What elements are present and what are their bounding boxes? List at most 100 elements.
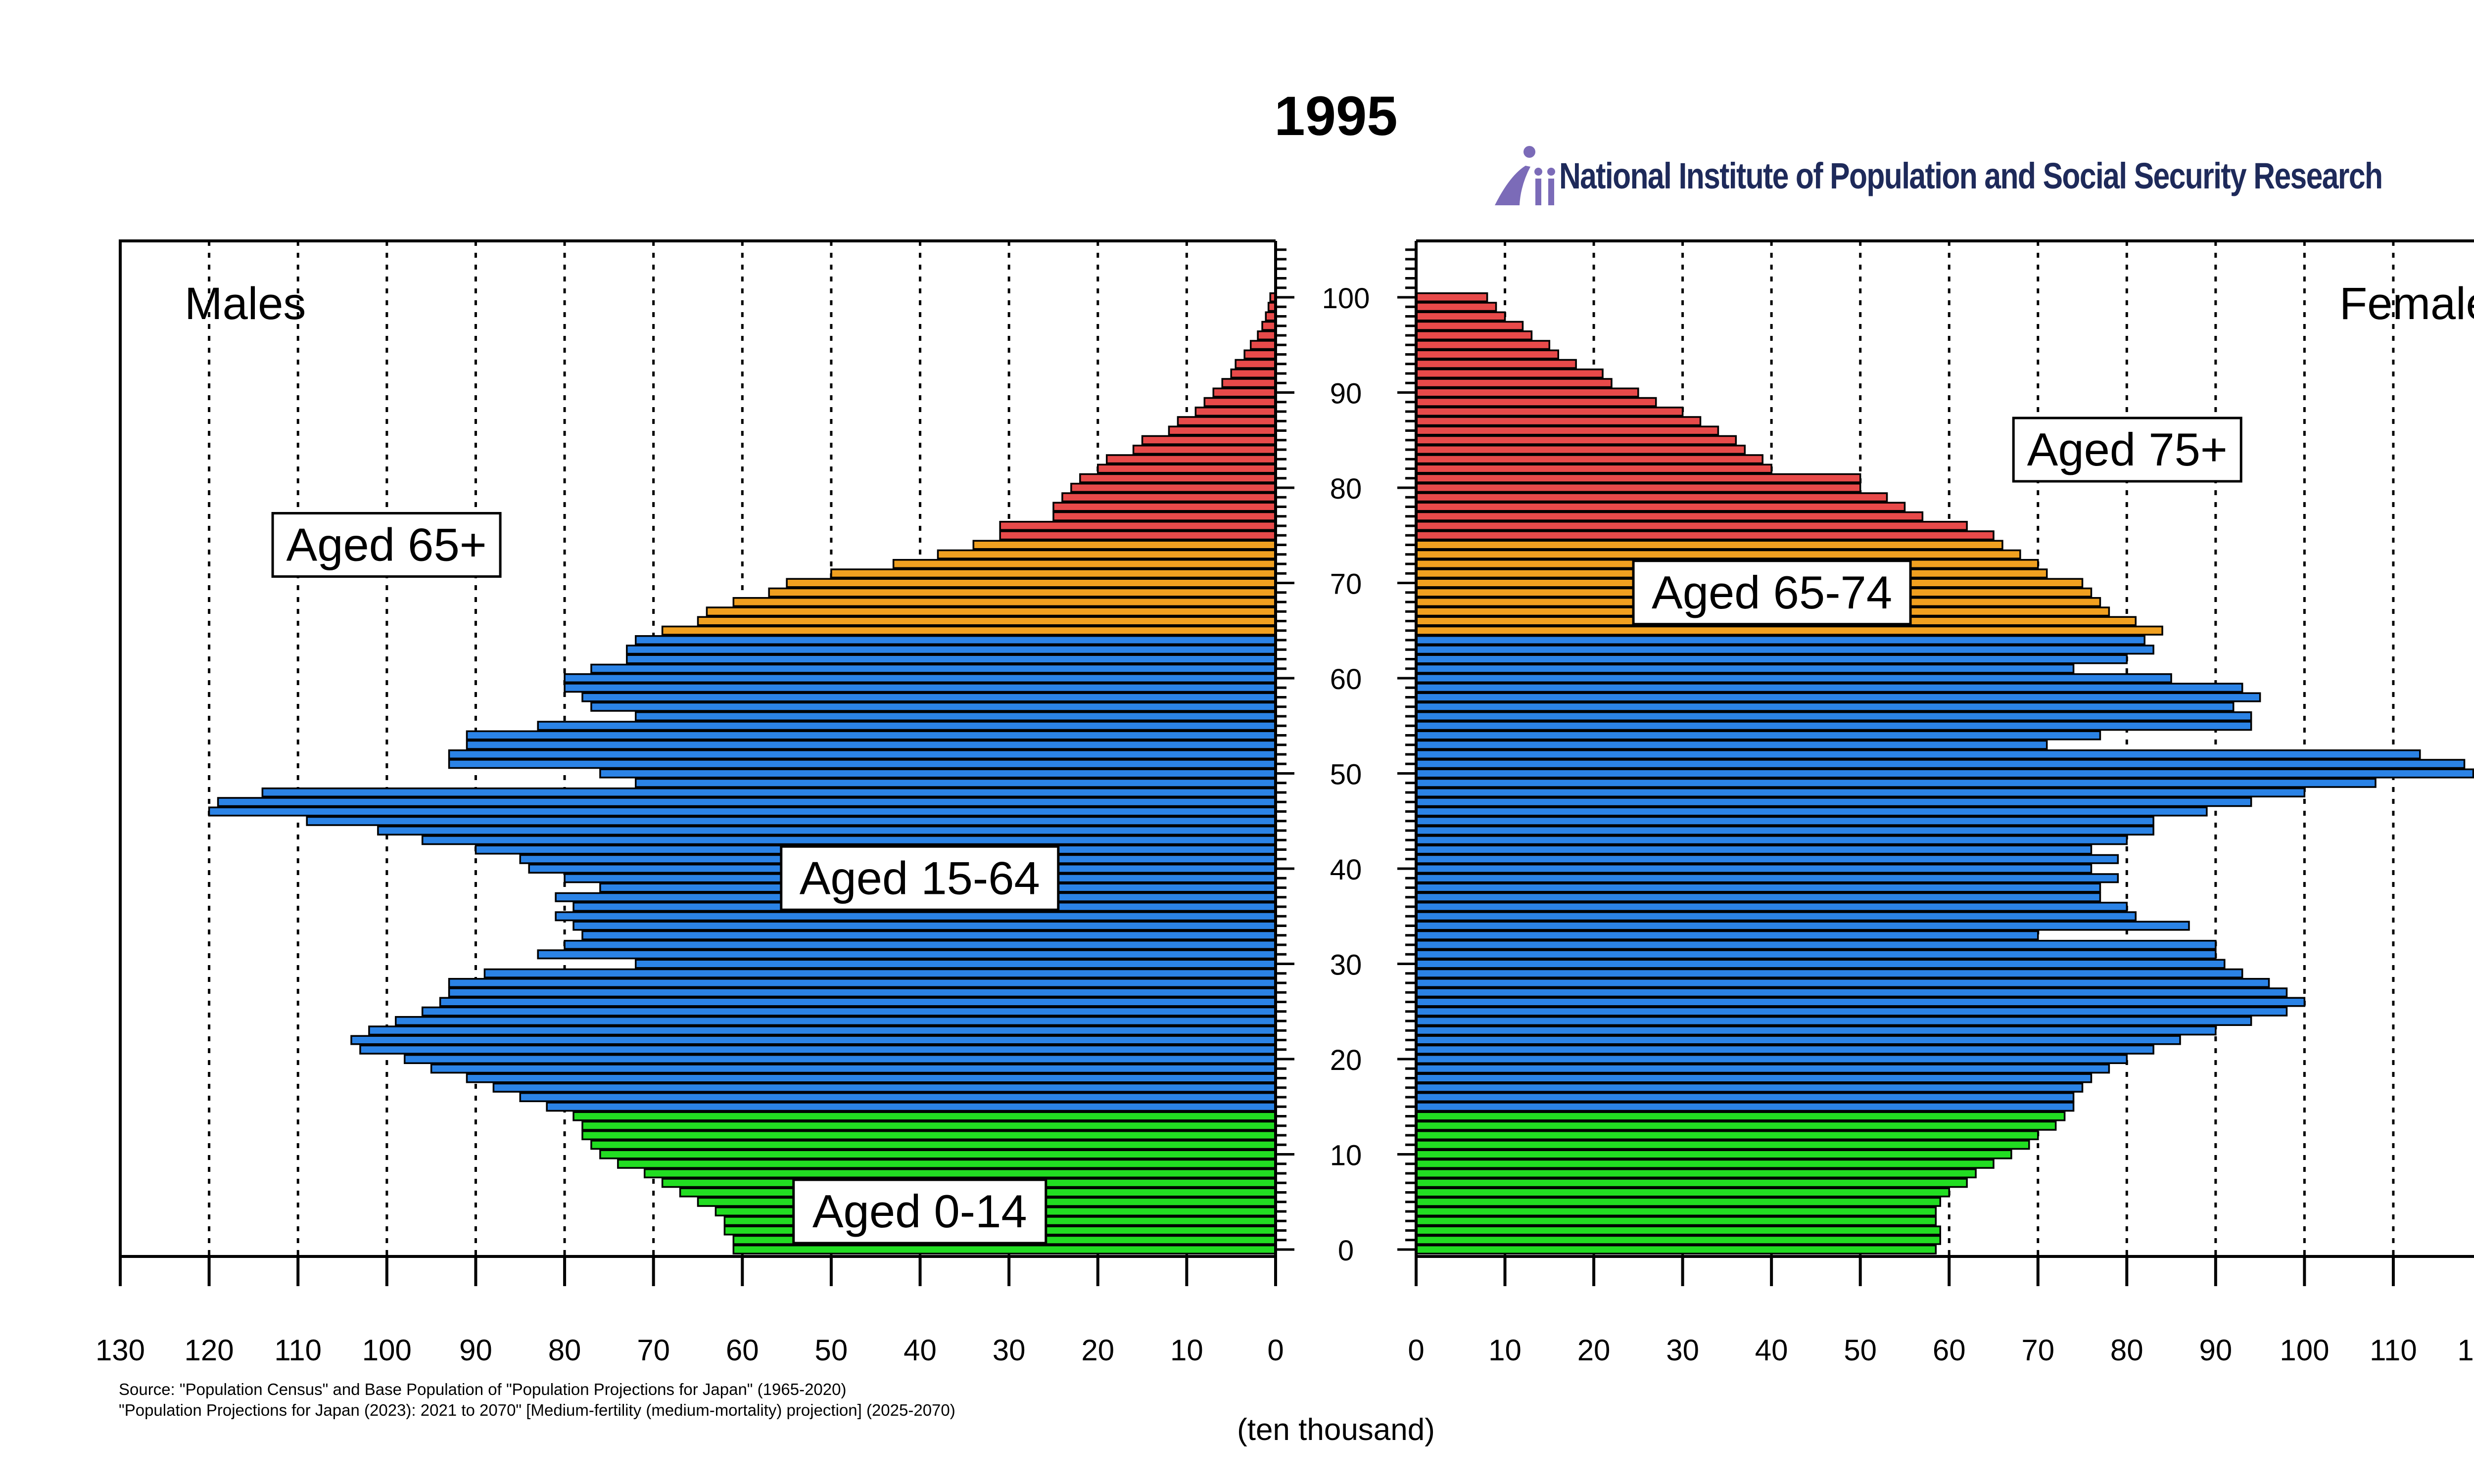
female-bar xyxy=(1415,1082,2084,1093)
female-bar xyxy=(1415,444,1746,455)
female-bar xyxy=(1415,1025,2217,1036)
male-bar xyxy=(1235,359,1277,369)
male-bar xyxy=(448,749,1277,760)
age-tick-label: 20 xyxy=(1330,1044,1362,1076)
male-bar xyxy=(892,558,1277,569)
male-bar xyxy=(1052,511,1277,521)
female-bar xyxy=(1415,1130,2039,1141)
male-bar xyxy=(1105,454,1277,464)
female-bar xyxy=(1415,520,1968,531)
male-bar xyxy=(466,1073,1277,1083)
male-bar xyxy=(368,1025,1277,1036)
female-bar xyxy=(1415,930,2039,940)
male-bar xyxy=(395,1016,1277,1026)
chart-title: 1995 xyxy=(1274,85,1398,147)
female-bar xyxy=(1415,778,2377,788)
age-group-label: Aged 65-74 xyxy=(1652,566,1892,618)
female-bar xyxy=(1415,492,1888,503)
female-bar xyxy=(1415,378,1613,388)
female-x-tick-label: 120 xyxy=(2457,1334,2474,1367)
female-bar xyxy=(1415,892,2101,902)
female-bar xyxy=(1415,740,2048,750)
male-bar xyxy=(937,549,1277,559)
female-bar xyxy=(1415,1197,1942,1207)
male-bar xyxy=(1221,378,1277,388)
male-bar xyxy=(564,939,1277,950)
male-x-tick-label: 0 xyxy=(1267,1334,1284,1367)
male-bar xyxy=(706,606,1277,617)
female-bar xyxy=(1415,321,1524,331)
male-bar xyxy=(581,930,1277,940)
female-bar xyxy=(1415,901,2128,912)
male-bar xyxy=(999,520,1277,531)
female-bar xyxy=(1415,1178,1968,1188)
male-bar xyxy=(537,721,1277,731)
age-tick-label: 40 xyxy=(1330,854,1362,886)
female-bar xyxy=(1415,987,2288,998)
female-x-tick-label: 0 xyxy=(1408,1334,1424,1367)
female-bar xyxy=(1415,292,1488,303)
female-bar xyxy=(1415,759,2466,769)
male-bar xyxy=(590,663,1277,674)
female-x-tick-label: 20 xyxy=(1577,1334,1611,1367)
age-tick-label: 100 xyxy=(1322,282,1370,315)
female-bar xyxy=(1415,711,2252,722)
female-x-tick-label: 40 xyxy=(1755,1334,1788,1367)
male-x-tick-label: 80 xyxy=(548,1334,581,1367)
male-bar xyxy=(1243,349,1277,360)
female-bar xyxy=(1415,1235,1942,1245)
male-bar xyxy=(661,625,1277,636)
age-tick-label: 60 xyxy=(1330,663,1362,696)
age-group-label-box xyxy=(780,845,1060,911)
male-x-tick-label: 110 xyxy=(274,1334,322,1367)
male-bar xyxy=(555,911,1277,922)
organization-branding: National Institute of Population and Soc… xyxy=(1490,141,2474,210)
female-bar xyxy=(1415,387,1639,398)
males-panel-label: Males xyxy=(185,278,306,329)
female-bar xyxy=(1415,435,1737,445)
female-bar xyxy=(1415,997,2306,1007)
male-bar xyxy=(217,797,1277,807)
female-bar xyxy=(1415,1064,2110,1074)
male-bar xyxy=(732,1244,1277,1255)
male-bar xyxy=(261,787,1277,798)
bars xyxy=(208,292,2474,1255)
male-x-tick-label: 20 xyxy=(1081,1334,1114,1367)
male-x-tick-label: 90 xyxy=(459,1334,492,1367)
male-bar xyxy=(572,1111,1277,1121)
male-bar xyxy=(1249,340,1277,350)
male-x-tick-label: 60 xyxy=(726,1334,759,1367)
female-bar xyxy=(1415,464,1772,474)
female-bar xyxy=(1415,797,2252,807)
male-bar xyxy=(697,616,1277,626)
male-x-tick-label: 130 xyxy=(95,1334,145,1367)
female-bar xyxy=(1415,645,2154,655)
male-bar xyxy=(1230,368,1277,379)
male-bar xyxy=(590,1140,1277,1150)
female-bar xyxy=(1415,721,2252,731)
annotations: Males Females Aged 0-14 Aged 15-64 Aged 65+ A… xyxy=(185,278,2474,1245)
female-bar xyxy=(1415,1092,2075,1103)
age-group-label-box xyxy=(271,512,502,578)
female-bar xyxy=(1415,654,2128,664)
female-bar xyxy=(1415,311,1506,322)
male-bar xyxy=(581,692,1277,702)
female-bar xyxy=(1415,425,1719,436)
male-bar xyxy=(1212,387,1277,398)
female-bar xyxy=(1415,1054,2128,1065)
male-bar xyxy=(635,959,1277,969)
age-group-label: Aged 15-64 xyxy=(800,852,1040,904)
male-bar xyxy=(439,997,1277,1007)
female-bar xyxy=(1415,816,2154,826)
female-bar xyxy=(1415,701,2235,712)
male-bar xyxy=(537,949,1277,960)
age-group-label-box xyxy=(792,1178,1047,1245)
male-bar xyxy=(1097,464,1277,474)
female-bar xyxy=(1415,482,1861,493)
female-x-tick-label: 60 xyxy=(1933,1334,1966,1367)
male-bar xyxy=(1203,397,1277,407)
age-group-label-box xyxy=(1632,559,1912,626)
male-bar xyxy=(519,1092,1277,1103)
female-bar xyxy=(1415,1149,2012,1159)
female-bar xyxy=(1415,768,2474,779)
